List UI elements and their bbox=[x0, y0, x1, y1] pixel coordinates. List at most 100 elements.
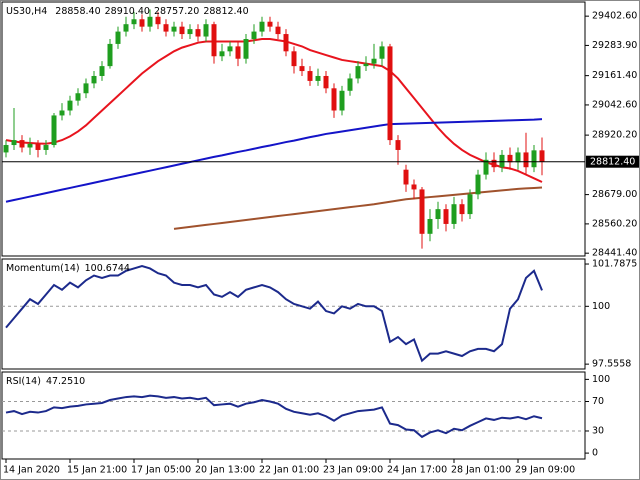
candle-body bbox=[75, 93, 81, 101]
candle-body bbox=[339, 90, 345, 111]
candle-body bbox=[467, 194, 473, 215]
plot bbox=[5, 265, 543, 363]
indicator-line bbox=[5, 265, 543, 363]
candle-body bbox=[299, 66, 305, 72]
y-tick-label: 100 bbox=[592, 374, 610, 385]
y-tick-label: 29402.60 bbox=[592, 11, 637, 22]
x-tick-label: 28 Jan 01:00 bbox=[451, 465, 511, 476]
candle-body bbox=[267, 21, 273, 27]
pane bbox=[1, 1, 586, 257]
y-tick-label: 100 bbox=[592, 301, 610, 312]
candle-body bbox=[347, 78, 353, 91]
candle-body bbox=[275, 26, 281, 35]
moving-average bbox=[5, 37, 543, 183]
candle-body bbox=[443, 209, 449, 224]
candle-body bbox=[331, 88, 337, 111]
pane-title: Momentum(14) 100.6744 bbox=[6, 263, 130, 274]
indicator-line bbox=[5, 394, 543, 439]
current-price-box bbox=[586, 155, 639, 168]
pane-title: US30,H4 28858.40 28910.40 28757.20 28812.40 bbox=[6, 6, 249, 17]
candle-body bbox=[43, 145, 49, 150]
candle-body bbox=[507, 154, 513, 163]
y-tick-label: 29161.40 bbox=[592, 70, 637, 81]
y-tick-label: 97.5558 bbox=[592, 359, 631, 370]
x-tick-label: 17 Jan 05:00 bbox=[131, 465, 191, 476]
candle-body bbox=[291, 51, 297, 67]
current-value: 100.6744 bbox=[85, 263, 130, 274]
ohlc-value: 28812.40 bbox=[203, 6, 248, 17]
candle-body bbox=[19, 140, 25, 148]
candle-body bbox=[227, 46, 233, 52]
candle-body bbox=[155, 16, 161, 25]
candle-body bbox=[107, 43, 113, 67]
y-tick-label: 101.7875 bbox=[592, 259, 637, 270]
candle-body bbox=[163, 24, 169, 32]
pane bbox=[1, 371, 586, 460]
y-tick-label: 30 bbox=[592, 425, 604, 436]
candle-body bbox=[283, 34, 289, 52]
candle-body bbox=[67, 100, 73, 111]
candle-body bbox=[35, 143, 41, 150]
x-tick-label: 29 Jan 09:00 bbox=[515, 465, 575, 476]
candle-body bbox=[211, 24, 217, 57]
x-tick-label: 20 Jan 13:00 bbox=[195, 465, 255, 476]
candle-body bbox=[235, 46, 241, 59]
ohlc-value: 28910.40 bbox=[105, 6, 150, 17]
pane-title: RSI(14) 47.2510 bbox=[6, 376, 85, 387]
candle-body bbox=[59, 110, 65, 116]
moving-average bbox=[173, 186, 543, 230]
candle-body bbox=[427, 219, 433, 234]
candle-body bbox=[315, 75, 321, 81]
candle-body bbox=[259, 21, 265, 32]
y-tick-label: 0 bbox=[592, 448, 598, 459]
ohlc-value: 28757.20 bbox=[154, 6, 199, 17]
candle-body bbox=[387, 46, 393, 141]
candle-body bbox=[411, 184, 417, 190]
candle-body bbox=[451, 204, 457, 224]
candle-body bbox=[195, 29, 201, 37]
candle-body bbox=[531, 150, 537, 168]
candle-body bbox=[187, 29, 193, 35]
y-tick-label: 29283.90 bbox=[592, 40, 637, 51]
y-tick-label: 28560.20 bbox=[592, 218, 637, 229]
candle-body bbox=[123, 24, 129, 32]
candle-body bbox=[171, 26, 177, 32]
candle-body bbox=[475, 174, 481, 195]
title: RSI(14) bbox=[6, 376, 41, 387]
current-price-label: 28812.40 bbox=[590, 157, 635, 168]
y-tick-label: 70 bbox=[592, 396, 604, 407]
candle-body bbox=[131, 19, 137, 25]
candle-body bbox=[83, 83, 89, 94]
x-tick-label: 14 Jan 2020 bbox=[3, 465, 60, 476]
candle-body bbox=[395, 140, 401, 150]
candle-body bbox=[355, 66, 361, 79]
pane bbox=[1, 258, 586, 370]
candle-body bbox=[139, 19, 145, 27]
candle-body bbox=[219, 51, 225, 57]
candle-body bbox=[379, 46, 385, 59]
candle-body bbox=[539, 150, 545, 162]
candle-body bbox=[499, 154, 505, 168]
x-tick-label: 24 Jan 17:00 bbox=[387, 465, 447, 476]
plot bbox=[5, 394, 543, 439]
candle-body bbox=[51, 115, 57, 146]
candle-body bbox=[27, 143, 33, 148]
candle-body bbox=[435, 209, 441, 220]
x-tick-label: 15 Jan 21:00 bbox=[67, 465, 127, 476]
candle-body bbox=[179, 26, 185, 35]
candle-body bbox=[363, 63, 369, 67]
candle-body bbox=[491, 159, 497, 168]
candle-body bbox=[11, 140, 17, 146]
candle-body bbox=[483, 159, 489, 175]
title: US30,H4 bbox=[6, 6, 47, 17]
candle-body bbox=[459, 204, 465, 215]
candle-body bbox=[307, 71, 313, 81]
y-tick-label: 29042.60 bbox=[592, 99, 637, 110]
candle-body bbox=[251, 31, 257, 39]
candle-body bbox=[371, 58, 377, 64]
candle-body bbox=[115, 31, 121, 44]
current-value: 47.2510 bbox=[46, 376, 85, 387]
ohlc-value: 28858.40 bbox=[55, 6, 100, 17]
candle-body bbox=[3, 145, 9, 153]
